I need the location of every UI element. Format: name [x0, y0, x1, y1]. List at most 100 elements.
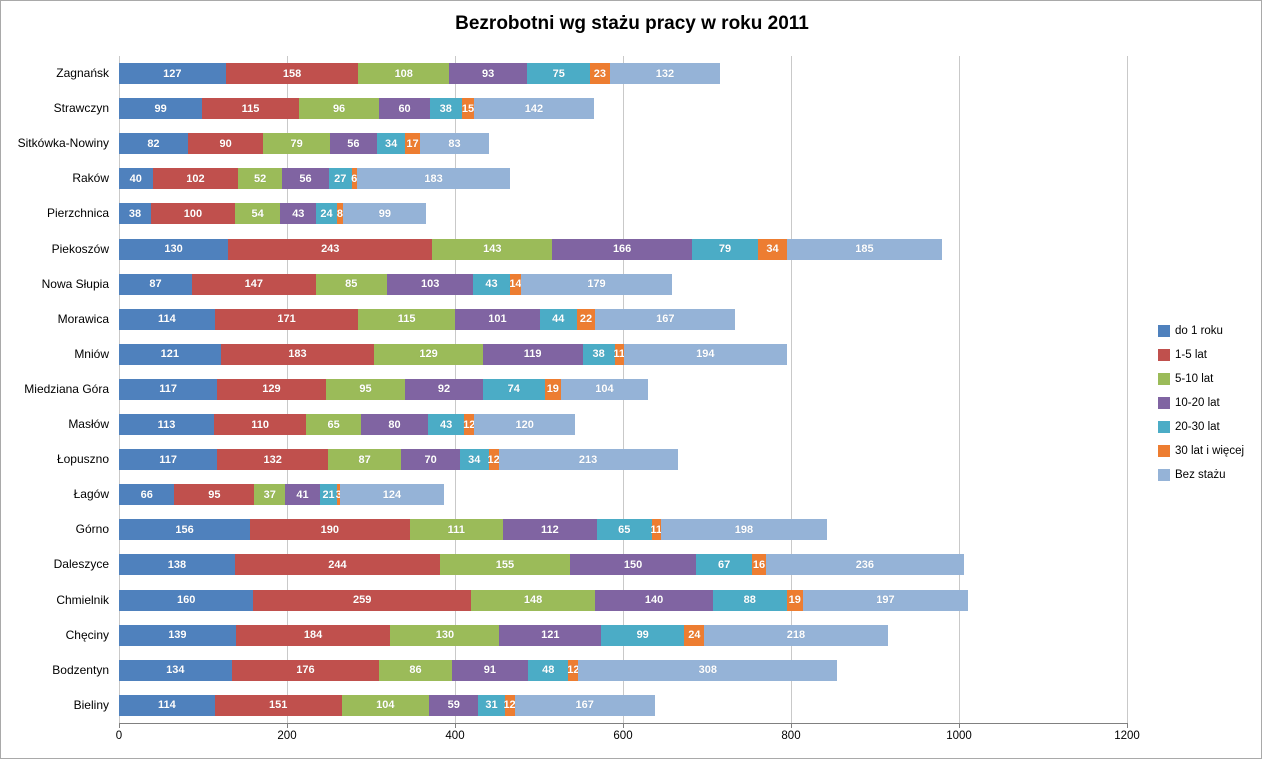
value-label: 243	[321, 243, 340, 256]
bar-segment: 12	[503, 694, 516, 716]
bar-segment: 24	[684, 624, 705, 646]
bar: 139 184 130 121 99 24 218	[119, 624, 888, 646]
bar-segment: 93	[449, 63, 528, 84]
bar-segment: 104	[341, 694, 429, 716]
value-label: 185	[855, 243, 874, 256]
bar-segment: 99	[119, 98, 203, 120]
tick-mark	[791, 723, 792, 728]
value-label: 129	[419, 348, 438, 361]
value-label: 115	[397, 313, 416, 326]
bar-segment: 40	[119, 168, 153, 190]
value-label: 93	[482, 67, 495, 80]
bar-segment: 259	[253, 589, 471, 611]
value-label: 104	[376, 699, 395, 712]
value-label: 155	[495, 558, 515, 571]
bar-segment: 160	[119, 589, 254, 611]
bar: 117 132 87 70 34 12 213	[119, 449, 678, 471]
value-label: 48	[542, 664, 555, 677]
value-label: 183	[424, 172, 443, 185]
value-label: 12	[487, 453, 500, 466]
bar-segment: 95	[174, 484, 255, 506]
bar-segment: 17	[405, 133, 420, 155]
value-label: 183	[288, 348, 307, 361]
value-label: 179	[587, 278, 606, 291]
legend-swatch	[1158, 373, 1170, 385]
bar-segment: 85	[315, 273, 387, 295]
bar-segment: 67	[696, 554, 753, 576]
bar-segment: 108	[358, 63, 450, 84]
value-label: 91	[483, 664, 496, 677]
value-label: 213	[578, 453, 598, 466]
value-label: 11	[650, 523, 662, 536]
legend-item: 20-30 lat	[1158, 415, 1258, 439]
bar-segment: 8	[336, 203, 344, 225]
value-label: 132	[655, 67, 675, 80]
value-label: 79	[718, 243, 732, 256]
tick-mark	[623, 723, 624, 728]
bar-segment: 79	[691, 238, 759, 260]
legend-item: 30 lat i więcej	[1158, 439, 1258, 463]
bar-segment: 176	[231, 659, 380, 681]
value-label: 8	[336, 207, 343, 220]
bar-segment: 65	[306, 414, 361, 436]
value-label: 92	[437, 383, 451, 396]
bar-segment: 99	[601, 624, 685, 646]
value-label: 99	[154, 102, 167, 115]
bar-segment: 86	[379, 659, 452, 681]
bar-segment: 75	[527, 63, 591, 84]
value-label: 138	[167, 558, 187, 571]
category-label: Zagnańsk	[56, 66, 109, 80]
bar-row: 66 95 37 41 21 3 124	[119, 477, 1127, 512]
bar-segment: 24	[316, 203, 337, 225]
tick-mark	[959, 723, 960, 728]
value-label: 87	[149, 278, 162, 291]
value-label: 117	[159, 383, 177, 396]
bar-segment: 90	[187, 133, 264, 155]
bar-segment: 11	[613, 343, 625, 365]
value-label: 160	[177, 594, 196, 607]
bar-row: 38 100 54 43 24 8 99	[119, 196, 1127, 231]
legend-label: 5-10 lat	[1175, 373, 1214, 385]
value-label: 156	[175, 523, 194, 536]
category-label: Pierzchnica	[46, 206, 109, 221]
value-label: 66	[140, 488, 153, 501]
bar-segment: 142	[474, 98, 594, 120]
value-label: 54	[251, 207, 264, 220]
value-label: 88	[743, 594, 756, 607]
gridline	[1127, 56, 1128, 723]
value-label: 86	[409, 664, 422, 677]
bar-segment: 190	[250, 519, 410, 541]
bar-segment: 218	[704, 624, 888, 646]
bar: 117 129 95 92 74 19 104	[119, 378, 649, 400]
category-label: Morawica	[57, 311, 109, 326]
bar: 138 244 155 150 67 16 236	[119, 554, 964, 576]
category-label: Mniów	[74, 346, 109, 361]
bar-segment: 56	[281, 168, 329, 190]
bar-segment: 60	[379, 98, 430, 120]
bar-segment: 14	[509, 273, 522, 295]
bar-row: 156 190 111 112 65 11 198	[119, 512, 1127, 547]
bar: 82 90 79 56 34 17 83	[119, 133, 490, 155]
value-label: 44	[552, 313, 565, 326]
value-label: 111	[447, 523, 465, 536]
bar-segment: 95	[325, 378, 406, 400]
bar-segment: 16	[752, 554, 766, 576]
tick-label: 0	[115, 730, 123, 742]
value-label: 127	[163, 67, 182, 80]
bar: 121 183 129 119 38 11 194	[119, 343, 787, 365]
bar-row: 82 90 79 56 34 17 83	[119, 126, 1127, 161]
bar-segment: 19	[544, 378, 561, 400]
bar-row: 121 183 129 119 38 11 194	[119, 337, 1127, 372]
bar-segment: 112	[502, 519, 597, 541]
value-label: 12	[463, 418, 476, 431]
value-label: 56	[347, 137, 360, 150]
value-label: 80	[388, 418, 401, 431]
value-label: 22	[579, 313, 593, 326]
bar-row: 127 158 108 93 75 23 132	[119, 56, 1127, 91]
bar-segment: 79	[263, 133, 330, 155]
legend-item: 10-20 lat	[1158, 391, 1258, 415]
value-label: 43	[485, 278, 498, 291]
value-label: 99	[636, 629, 649, 642]
bar-segment: 167	[514, 694, 655, 716]
value-label: 150	[623, 558, 643, 571]
